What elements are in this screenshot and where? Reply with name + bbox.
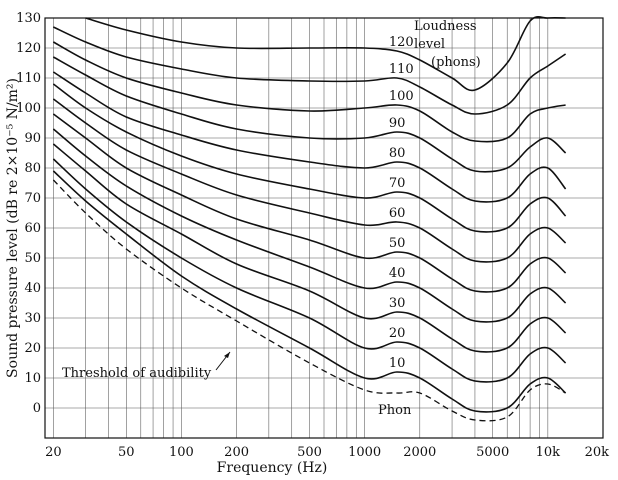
curve-100-phon: [53, 41, 566, 143]
x-tick-label: 500: [297, 445, 322, 460]
x-tick-label: 5000: [476, 445, 509, 460]
y-tick-labels: 0 10 20 30 40 50 60 70 80 90 100 110 120 130: [16, 11, 41, 416]
y-tick-label: 20: [24, 341, 41, 356]
y-tick-label: 0: [33, 401, 41, 416]
curve-60-phon: [52, 98, 567, 263]
x-tick-label: 200: [224, 445, 249, 460]
y-tick-label: 60: [24, 221, 41, 236]
plot-frame: [44, 17, 604, 439]
curve-10-phon: [52, 170, 567, 413]
loudness-title-line2: level: [414, 37, 445, 52]
x-tick-label: 50: [118, 445, 135, 460]
curve-label-70: 70: [389, 176, 406, 191]
curve-label-100: 100: [389, 89, 414, 104]
phon-label: Phon: [378, 403, 412, 418]
y-tick-label: 100: [16, 101, 41, 116]
curve-label-120: 120: [389, 35, 414, 50]
threshold-curve: [52, 179, 566, 422]
labels-layer: 120 110 100 90 80 70 60 50 40 30 20 10: [389, 35, 414, 371]
y-tick-label: 50: [24, 251, 41, 266]
y-tick-label: 120: [16, 41, 41, 56]
curve-110-phon: [53, 26, 567, 115]
curve-label-20: 20: [389, 326, 406, 341]
y-tick-label: 90: [24, 131, 41, 146]
curve-50-phon: [52, 113, 567, 293]
y-tick-label: 130: [16, 11, 41, 26]
curve-label-40: 40: [389, 266, 406, 281]
x-tick-label: 100: [169, 445, 194, 460]
x-axis-label: Frequency (Hz): [217, 460, 328, 476]
y-tick-label: 10: [24, 371, 41, 386]
loudness-title-line3: (phons): [431, 55, 481, 70]
threshold-label: Threshold of audibility: [62, 366, 212, 381]
x-tick-label: 20k: [585, 445, 610, 460]
curve-70-phon: [52, 83, 567, 233]
grid-layer: [45, 17, 604, 438]
curve-label-110: 110: [389, 62, 414, 77]
curve-label-60: 60: [389, 206, 406, 221]
x-tick-label: 20: [45, 445, 62, 460]
curve-40-phon: [52, 128, 567, 323]
curve-label-30: 30: [389, 296, 406, 311]
x-tick-label: 10k: [536, 445, 561, 460]
y-tick-label: 40: [24, 281, 41, 296]
curve-90-phon: [53, 56, 567, 173]
curve-label-90: 90: [389, 116, 406, 131]
curve-label-10: 10: [389, 356, 406, 371]
curve-label-50: 50: [389, 236, 406, 251]
curves-layer: [52, 16, 567, 422]
x-tick-labels: 20 50 100 200 500 1000 2000 5000 10k 20k: [45, 445, 609, 460]
curve-30-phon: [52, 143, 567, 353]
y-axis-label: Sound pressure level (dB re 2×10⁻⁵ N/m²): [5, 78, 21, 378]
loudness-title-line1: Loudness: [414, 19, 477, 34]
curve-120-phon: [85, 16, 566, 92]
x-tick-label: 2000: [403, 445, 436, 460]
y-tick-label: 70: [24, 191, 41, 206]
x-tick-label: 1000: [348, 445, 381, 460]
threshold-pointer-head: [224, 352, 230, 358]
y-tick-label: 80: [24, 161, 41, 176]
curve-80-phon: [52, 71, 567, 203]
y-tick-label: 110: [16, 71, 41, 86]
y-tick-label: 30: [24, 311, 41, 326]
curve-label-80: 80: [389, 146, 406, 161]
curve-20-phon: [52, 158, 567, 383]
